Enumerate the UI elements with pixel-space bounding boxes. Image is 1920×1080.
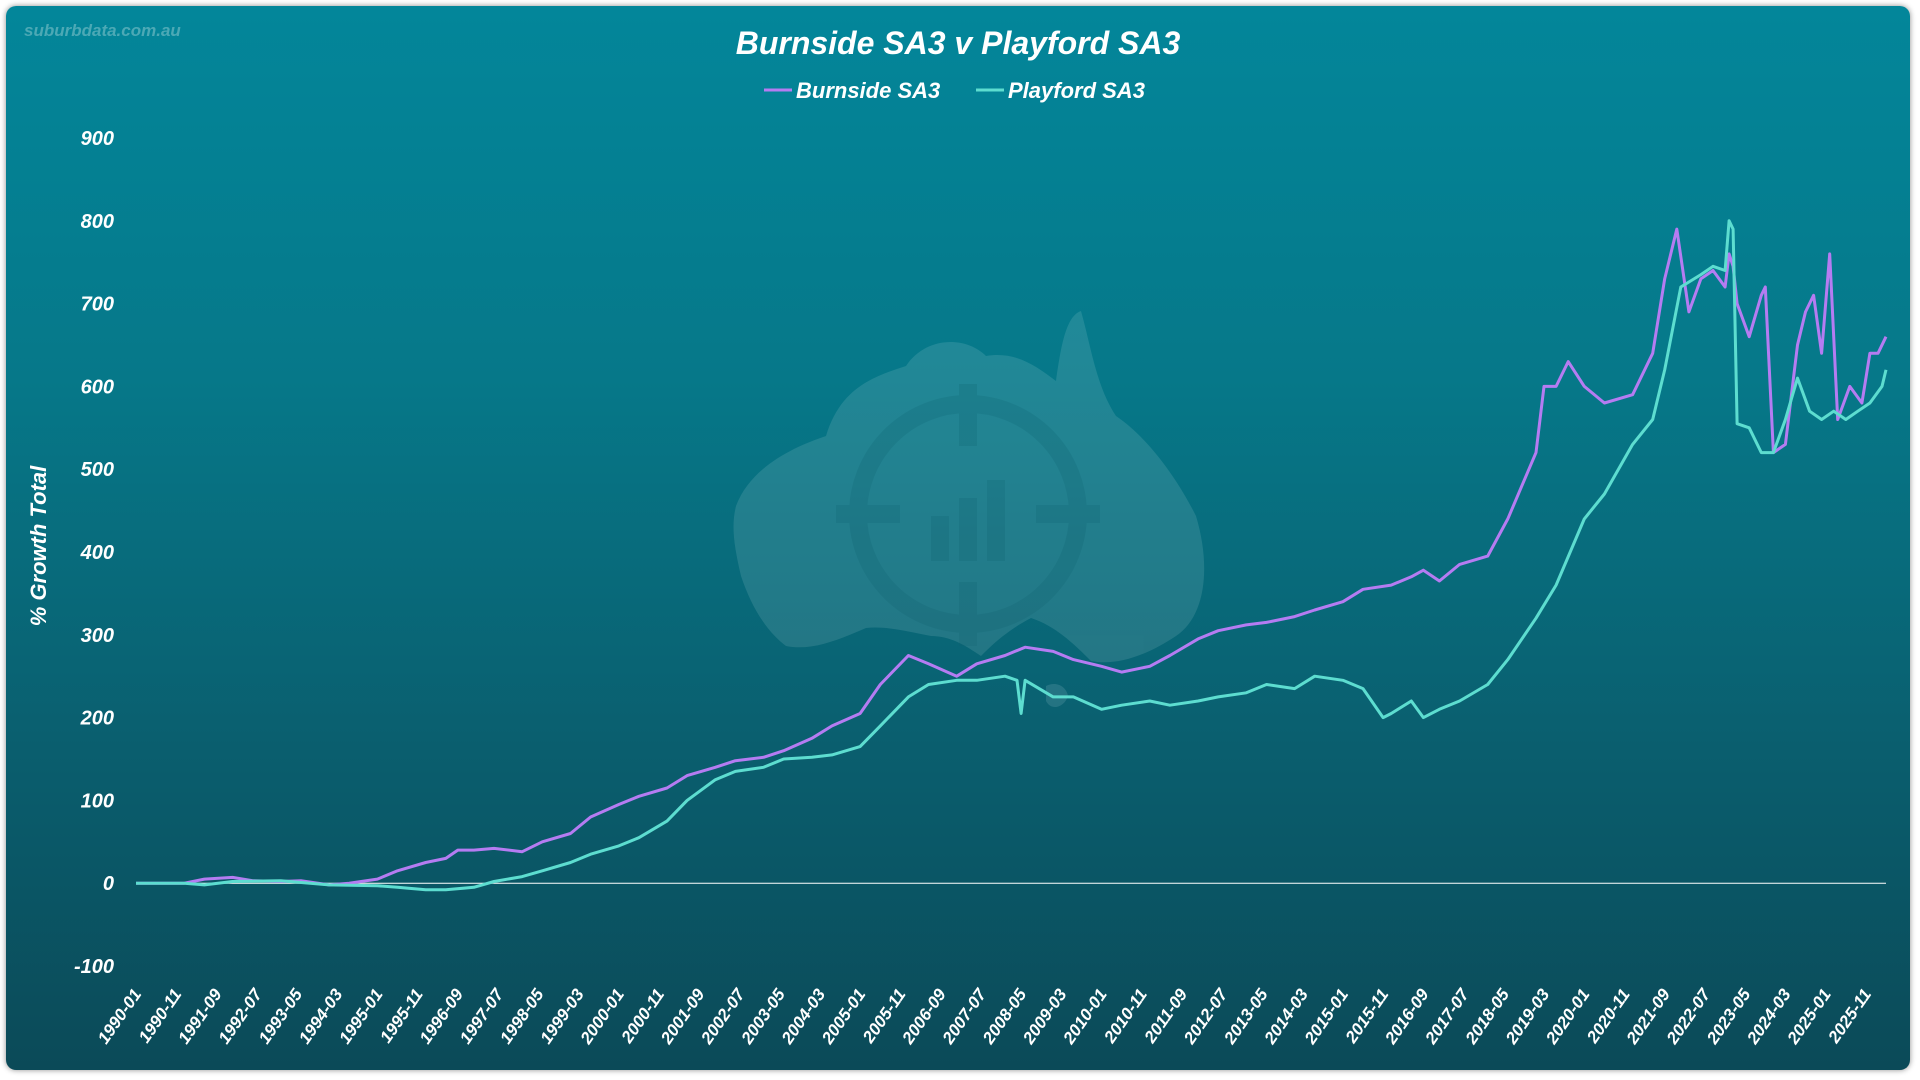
y-tick-label: -100	[74, 956, 114, 978]
y-tick-label: 700	[81, 294, 114, 316]
series-lines	[136, 219, 1888, 892]
y-tick-label: 900	[81, 128, 114, 150]
y-tick-label: 500	[81, 459, 114, 481]
y-tick-label: 200	[80, 708, 114, 730]
y-tick-label: 300	[81, 625, 114, 647]
y-axis-ticks: -100 0 100 200 300 400 500 600 700 800 900	[74, 128, 114, 978]
y-tick-label: 100	[81, 790, 114, 812]
y-axis-label: % Growth Total	[26, 465, 51, 626]
chart-canvas: suburbdata.com.au Burnside SA3 v Playfor…	[24, 21, 1888, 1048]
y-tick-label: 400	[80, 542, 114, 564]
legend: Burnside SA3 Playford SA3	[764, 78, 1145, 103]
y-tick-label: 600	[81, 376, 114, 398]
legend-label-burnside: Burnside SA3	[796, 78, 940, 103]
series-line-burnside-sa3	[136, 227, 1888, 887]
chart-title: Burnside SA3 v Playford SA3	[736, 25, 1181, 61]
x-axis-ticks: 1990-011990-111991-091992-071993-051994-…	[94, 984, 1875, 1048]
watermark-target-icon	[836, 384, 1100, 646]
y-tick-label: 0	[103, 873, 114, 895]
y-tick-label: 800	[81, 211, 114, 233]
chart-frame: suburbdata.com.au Burnside SA3 v Playfor…	[6, 6, 1910, 1070]
series-line-playford-sa3	[136, 219, 1888, 892]
watermark-text: suburbdata.com.au	[24, 21, 181, 40]
legend-label-playford: Playford SA3	[1008, 78, 1145, 103]
